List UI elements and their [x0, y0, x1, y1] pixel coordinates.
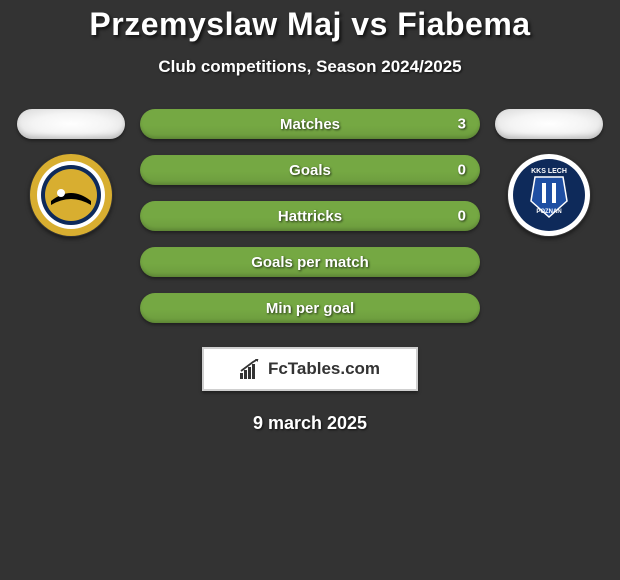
stat-row: Matches3	[140, 109, 480, 139]
bar-chart-icon	[240, 359, 262, 379]
club-badge-left	[29, 153, 113, 237]
svg-text:POZNAN: POZNAN	[536, 209, 561, 215]
page-title: Przemyslaw Maj vs Fiabema	[0, 6, 620, 43]
stat-row: Min per goal	[140, 293, 480, 323]
compare-panel: Matches3 Goals0 Hattricks0 Goals per mat…	[0, 109, 620, 323]
club-badge-right: KKS LECH POZNAN	[507, 153, 591, 237]
stat-label: Goals	[140, 162, 480, 179]
stat-value-right: 0	[458, 162, 466, 179]
brand-box: FcTables.com	[202, 347, 418, 391]
player-chip-left	[17, 109, 125, 139]
stat-row: Goals0	[140, 155, 480, 185]
stat-row: Goals per match	[140, 247, 480, 277]
stat-label: Matches	[140, 116, 480, 133]
svg-text:KKS LECH: KKS LECH	[531, 168, 567, 175]
stat-row: Hattricks0	[140, 201, 480, 231]
stats-list: Matches3 Goals0 Hattricks0 Goals per mat…	[140, 109, 480, 323]
stat-label: Min per goal	[140, 300, 480, 317]
left-side	[16, 109, 126, 237]
subtitle: Club competitions, Season 2024/2025	[0, 57, 620, 77]
stat-value-right: 3	[458, 116, 466, 133]
brand-text: FcTables.com	[268, 359, 380, 379]
stat-label: Hattricks	[140, 208, 480, 225]
stat-label: Goals per match	[140, 254, 480, 271]
player-chip-right	[495, 109, 603, 139]
stat-value-right: 0	[458, 208, 466, 225]
date-text: 9 march 2025	[0, 413, 620, 434]
right-side: KKS LECH POZNAN	[494, 109, 604, 237]
